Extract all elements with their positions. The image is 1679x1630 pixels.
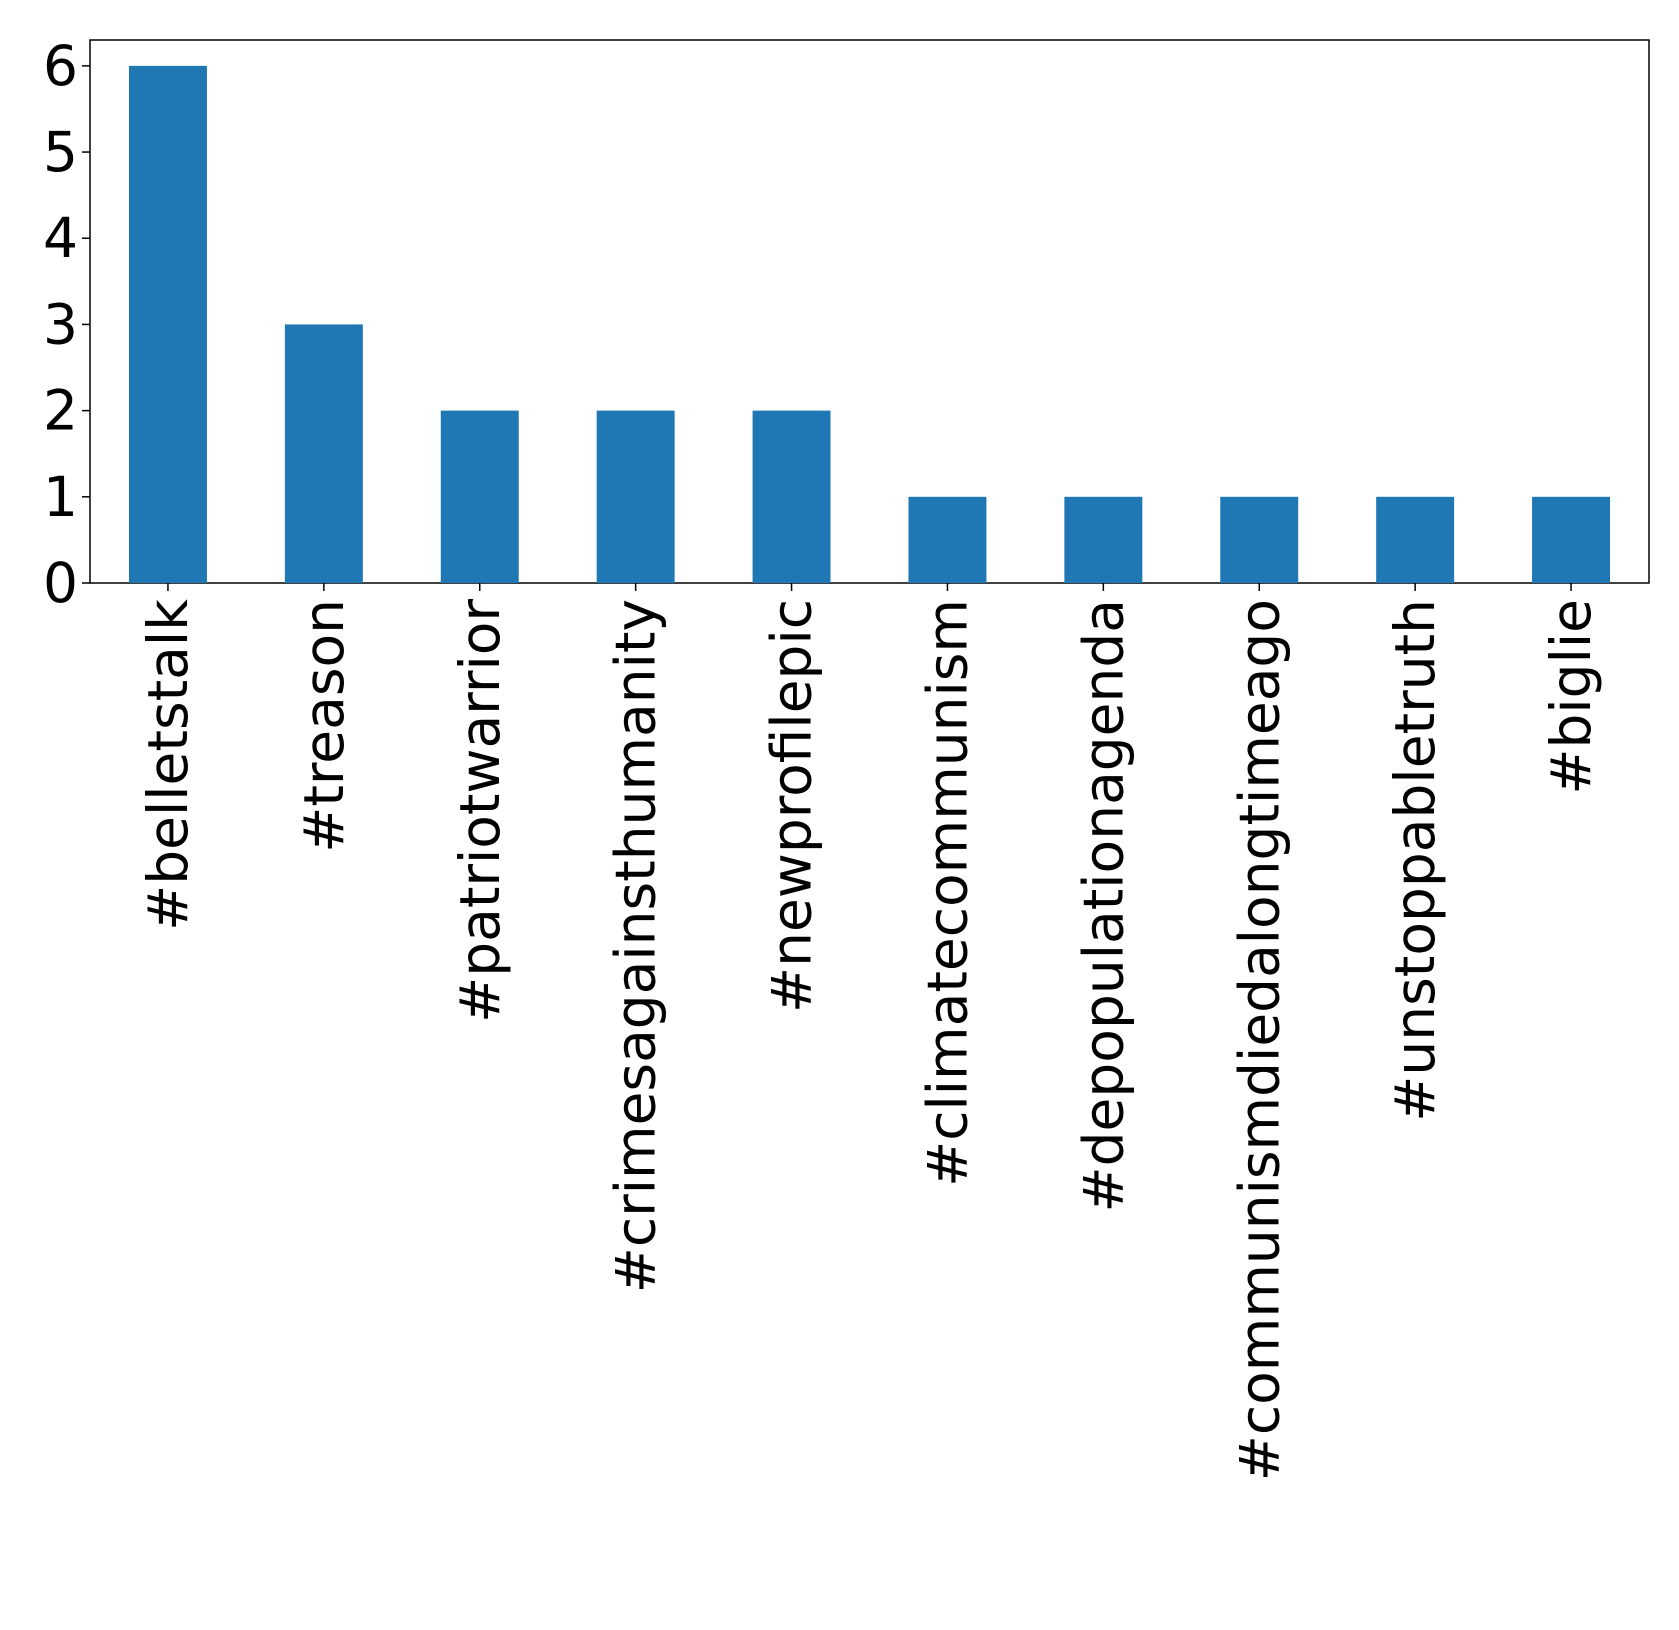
bar-climatecommunism [908,496,987,583]
x-tick-label: #communismdiedalongtimeago [1227,599,1291,1481]
x-tick-label: #biglie [1539,599,1603,795]
bar-biglie [1532,496,1611,583]
x-tick-label: #unstoppabletruth [1383,599,1447,1122]
bar-newprofilepic [752,410,831,583]
x-tick-label: #belletstalk [136,599,200,931]
bar-communismdiedalongtimeago [1220,496,1299,583]
bar-belletstalk [128,65,207,584]
x-tick-label: #climatecommunism [915,599,979,1187]
bar-unstoppabletruth [1376,496,1455,583]
y-tick-label: 3 [43,292,78,356]
bar-patriotwarrior [440,410,519,583]
bar-crimesagainsthumanity [596,410,675,583]
x-axis: #belletstalk #treason #patriotwarrior #crim… [136,583,1603,1481]
x-tick-label: #depopulationagenda [1071,599,1135,1212]
bars-group [128,65,1611,584]
y-tick-label: 5 [43,120,78,184]
x-tick-label: #newprofilepic [760,599,824,1013]
bar-treason [284,324,363,583]
y-tick-label: 6 [43,34,78,98]
plot-frame [89,39,1650,584]
y-tick-label: 2 [43,379,78,443]
x-tick-label: #patriotwarrior [448,599,512,1023]
y-tick-label: 0 [43,551,78,615]
x-tick-label: #crimesagainsthumanity [604,599,668,1293]
y-axis: 0 1 2 3 4 5 6 [43,34,90,615]
x-tick-label: #treason [292,599,356,853]
y-tick-label: 4 [43,206,78,270]
y-tick-label: 1 [43,465,78,529]
bar-depopulationagenda [1064,496,1143,583]
